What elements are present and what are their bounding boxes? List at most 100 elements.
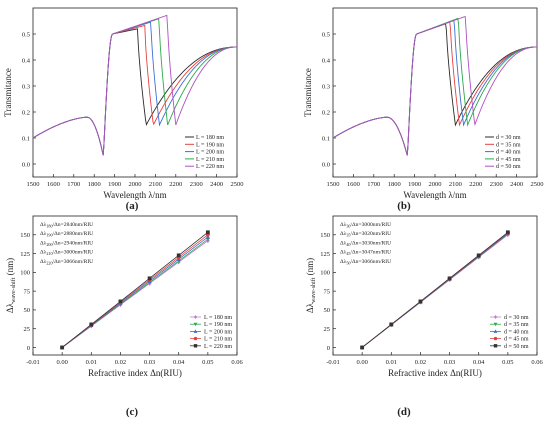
panel-a-xtick-label: 2300 — [190, 181, 203, 188]
panel-c-annotation-sub: 220 — [46, 260, 52, 265]
panel-c-y-axis-title: Δλwave-shift (nm) — [5, 258, 17, 313]
panel-a-xtick-label: 1800 — [88, 181, 101, 188]
panel-a-legend-label: L = 200 nm — [196, 150, 224, 156]
panel-c-annotation-tail: /Δn=2840nm/RIU — [53, 222, 94, 228]
panel-d-sensitivity-annotation: Δλ50/Δn=3066nm/RIU — [340, 259, 391, 266]
panel-a-ytick-label: 0.4 — [22, 57, 31, 64]
panel-d-annotation-tail: /Δn=3000nm/RIU — [351, 222, 392, 228]
panel-label-b: (b) — [397, 200, 411, 212]
panel-label-a: (a) — [126, 200, 139, 212]
panel-c-xtick-label: 0.02 — [115, 359, 126, 366]
panel-b-ytick-label: 0.0 — [322, 161, 330, 168]
panel-a-ytick-label: 0.5 — [22, 31, 30, 38]
panel-b-xtick-label: 1900 — [408, 181, 421, 188]
panel-d-ytick-label: 100 — [320, 270, 330, 277]
panel-a-x-axis-title: Wavelength λ/nm — [103, 190, 166, 200]
panel-c-legend-label: L = 190 nm — [204, 322, 232, 328]
panel-d-ytick-label: 125 — [320, 251, 330, 258]
panel-c-marker — [205, 234, 210, 239]
panel-c-annotation-sub: 180 — [46, 224, 52, 229]
panel-d-ytick-label: 75 — [324, 288, 331, 295]
panel-c-annotation-sub: 200 — [46, 242, 52, 247]
panel-c-xtick-label: 0.05 — [202, 359, 213, 366]
panel-d-y-axis-title: Δλwave-shift (nm) — [305, 258, 317, 313]
panel-c-xtick-label: 0.01 — [86, 359, 97, 366]
panel-a-xtick-label: 2200 — [169, 181, 182, 188]
panel-c-legend-marker — [193, 329, 198, 333]
panel-b-x-axis-title: Wavelength λ/nm — [403, 190, 466, 200]
panel-b-xtick-label: 2100 — [449, 181, 462, 188]
panel-d-xtick-label: 0.06 — [531, 359, 543, 366]
panel-d-annotation-main: Δλ — [340, 240, 347, 246]
panel-c-legend-label: L = 180 nm — [204, 315, 232, 321]
panel-d-sensitivity-annotation: Δλ45/Δn=3047nm/RIU — [340, 250, 391, 257]
panel-c-annotation-main: Δλ — [40, 231, 47, 237]
panel-a-xtick-label: 1700 — [67, 181, 80, 188]
panel-d-sensitivity-annotation: Δλ35/Δn=3020nm/RIU — [340, 231, 391, 238]
panel-c-sensitivity-annotation: Δλ220/Δn=3066nm/RIU — [40, 259, 93, 266]
panel-b-legend-label: d = 45 nm — [496, 157, 521, 163]
panel-c-y-axis-title-sub: wave-shift — [10, 277, 17, 303]
panel-d-ytick-label: 50 — [324, 307, 331, 314]
panel-a-xtick-label: 2100 — [149, 181, 162, 188]
panel-a-xtick-label: 2400 — [210, 181, 223, 188]
panel-a-legend-label: L = 220 nm — [196, 164, 224, 170]
panel-c-marker — [89, 322, 94, 327]
panel-c-ytick-label: 50 — [24, 307, 31, 314]
panel-c-ytick-label: 125 — [20, 251, 30, 258]
panel-d-legend-label: d = 45 nm — [504, 337, 529, 343]
panel-d-annotation-tail: /Δn=3066nm/RIU — [351, 259, 392, 265]
panel-b-xtick-label: 2400 — [510, 181, 523, 188]
panel-b-series-line — [332, 15, 538, 156]
panel-d-marker — [476, 253, 481, 258]
panel-d-legend-label: d = 50 nm — [504, 344, 529, 350]
panel-c-ytick-label: 150 — [20, 232, 30, 239]
panel-c-marker — [118, 299, 123, 304]
panel-c-sensitivity-annotation: Δλ200/Δn=2940nm/RIU — [40, 240, 93, 247]
panel-a-series-line — [32, 14, 238, 156]
panel-c-annotation-tail: /Δn=3066nm/RIU — [53, 259, 94, 265]
panel-d-annotation-main: Δλ — [340, 222, 347, 228]
panel-d-sensitivity: -0.01 0.00 0.01 0.02 0.03 0.04 0.05 0.06 0 25 50 75… — [305, 215, 543, 378]
panel-d-y-axis-title-unit: (nm) — [305, 258, 315, 278]
panel-a-legend-label: L = 190 nm — [196, 142, 224, 148]
panel-d-legend-label: d = 40 nm — [504, 329, 529, 335]
panel-d-annotation-sub: 50 — [346, 260, 350, 265]
panel-d-annotation-tail: /Δn=3047nm/RIU — [351, 250, 392, 256]
panel-d-legend-label: d = 30 nm — [504, 315, 529, 321]
panel-d-annotation-main: Δλ — [340, 231, 347, 237]
panel-d-legend-marker — [493, 329, 498, 333]
panel-d-legend-label: d = 35 nm — [504, 322, 529, 328]
panel-d-xtick-label: 0.01 — [386, 359, 397, 366]
panel-c-legend-label: L = 220 nm — [204, 344, 232, 350]
panel-d-annotation-sub: 45 — [346, 251, 350, 256]
panel-d-xtick-label: 0.04 — [473, 359, 485, 366]
panel-c-sensitivity-annotation: Δλ180/Δn=2840nm/RIU — [40, 222, 93, 229]
panel-d-marker — [418, 299, 423, 304]
panel-d-xtick-label: -0.01 — [326, 359, 340, 366]
panel-c-xtick-label: -0.01 — [26, 359, 40, 366]
panel-b-legend-label: d = 30 nm — [496, 135, 521, 141]
panel-b-legend-label: d = 40 nm — [496, 150, 521, 156]
panel-c-annotation-main: Δλ — [40, 240, 47, 246]
panel-a-xtick-label: 2000 — [129, 181, 142, 188]
panel-d-x-axis-title: Refractive index Δn(RIU) — [388, 368, 482, 378]
panel-b-xtick-label: 2300 — [490, 181, 503, 188]
panel-c-legend-marker — [193, 336, 198, 341]
panel-b-ytick-label: 0.4 — [322, 57, 331, 64]
panel-c-marker — [205, 230, 210, 235]
panel-a-legend-label: L = 180 nm — [196, 135, 224, 141]
panel-d-marker — [389, 322, 394, 327]
panel-a-xtick-label: 2500 — [231, 181, 244, 188]
panel-c-legend-label: L = 200 nm — [204, 329, 232, 335]
panel-d-annotation-main: Δλ — [340, 259, 347, 265]
panel-d-marker — [505, 230, 510, 235]
panel-d-annotation-sub: 35 — [346, 233, 350, 238]
panel-c-annotation-tail: /Δn=3000nm/RIU — [53, 250, 94, 256]
panel-a-y-axis-title: Transmitance — [3, 68, 13, 117]
panel-c-sensitivity-annotation: Δλ210/Δn=3000nm/RIU — [40, 250, 93, 257]
panel-c-legend-marker — [193, 322, 198, 327]
panel-c-legend-marker — [193, 314, 198, 320]
panel-b-xtick-label: 1800 — [388, 181, 401, 188]
panel-c-annotation-tail: /Δn=2940nm/RIU — [53, 240, 94, 246]
